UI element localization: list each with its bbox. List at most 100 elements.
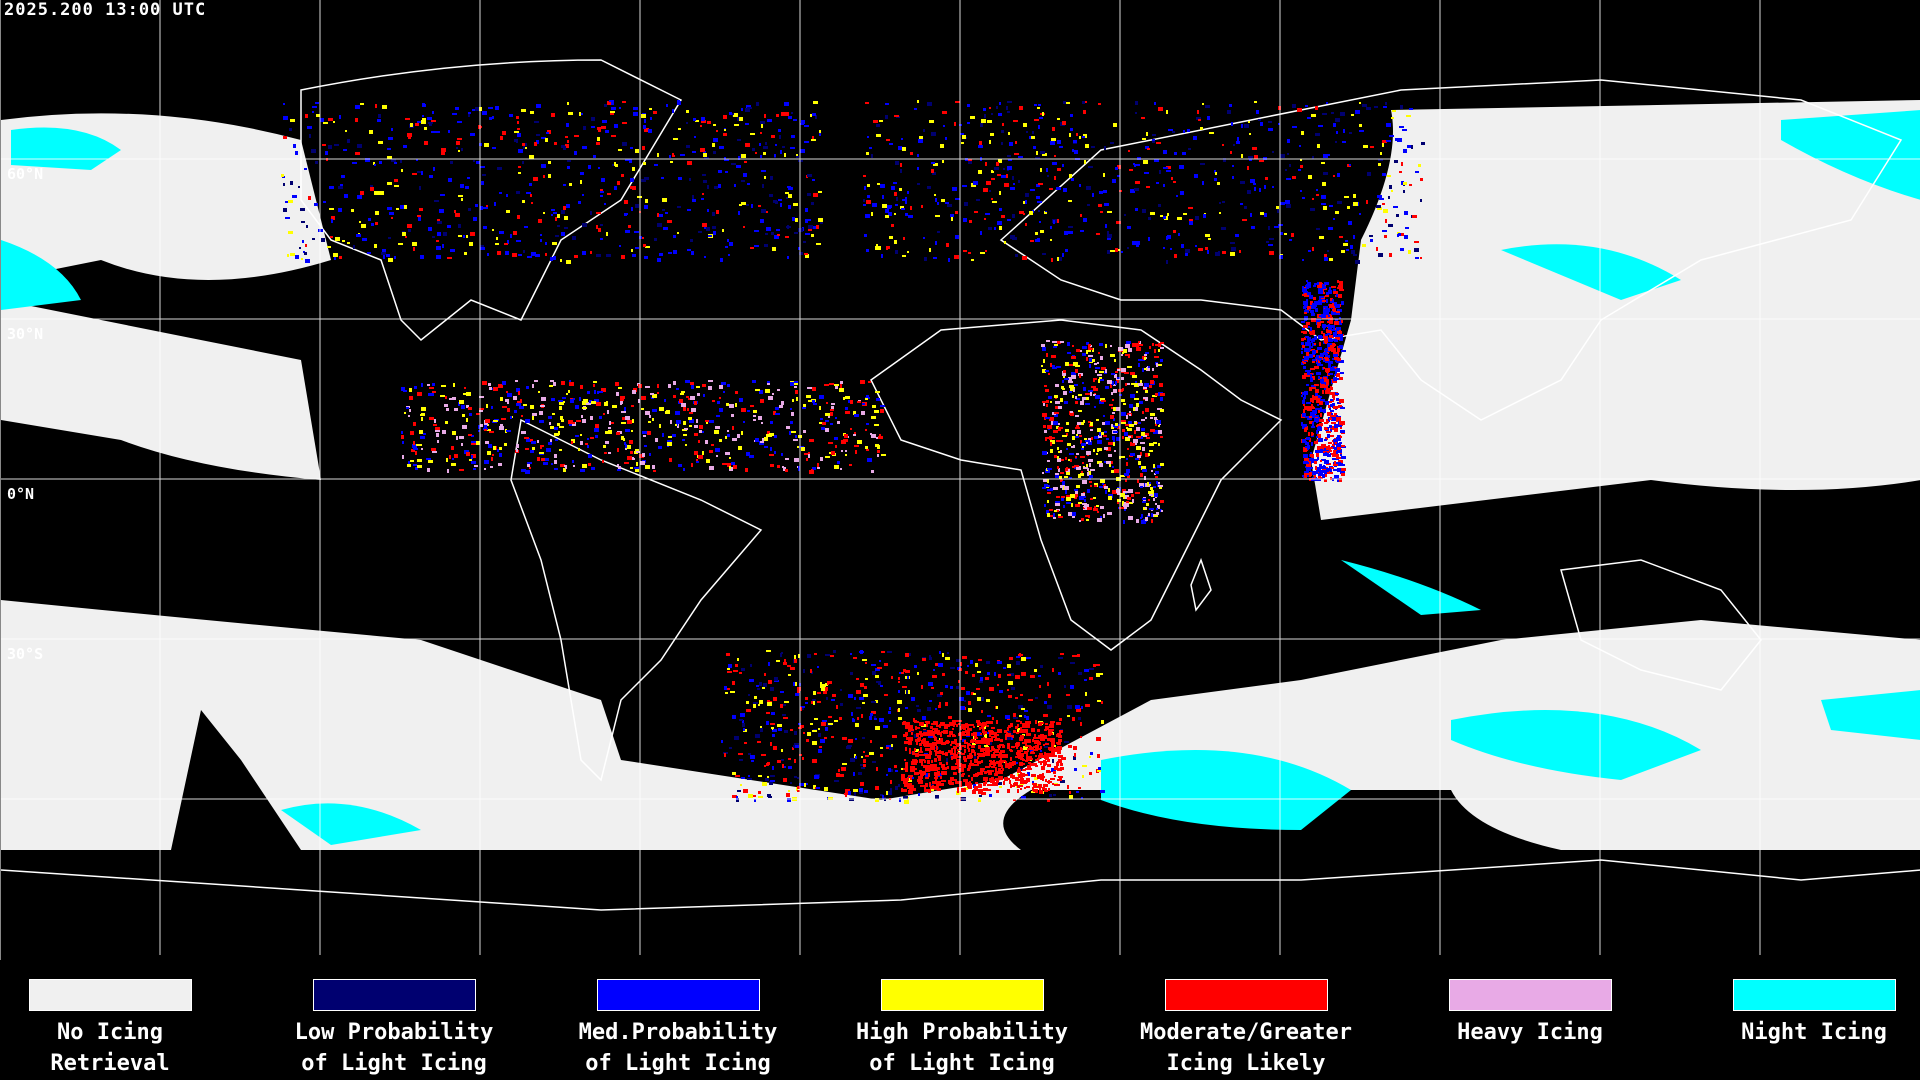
icing-pixel xyxy=(1310,368,1315,370)
icing-pixel xyxy=(872,672,876,675)
icing-pixel xyxy=(974,759,978,763)
icing-pixel xyxy=(1042,778,1044,781)
icing-pixel xyxy=(458,150,460,152)
icing-pixel xyxy=(1072,430,1075,434)
icing-pixel xyxy=(945,685,948,688)
icing-pixel xyxy=(550,257,553,261)
icing-pixel xyxy=(1232,165,1234,167)
icing-pixel xyxy=(594,390,596,394)
icing-pixel xyxy=(996,720,998,724)
icing-pixel xyxy=(604,402,608,406)
icing-pixel xyxy=(1305,105,1308,107)
icing-pixel xyxy=(1330,387,1333,390)
icing-pixel xyxy=(705,440,708,444)
icing-pixel xyxy=(281,174,284,177)
icing-pixel xyxy=(1055,501,1060,504)
icing-pixel xyxy=(499,453,502,457)
icing-pixel xyxy=(1033,737,1038,739)
icing-pixel xyxy=(1142,411,1144,414)
icing-pixel xyxy=(1115,381,1117,385)
icing-pixel xyxy=(1077,422,1081,425)
icing-pixel xyxy=(984,771,987,774)
icing-pixel xyxy=(828,723,833,725)
icing-pixel xyxy=(850,758,855,762)
icing-pixel xyxy=(1111,470,1116,473)
icing-pixel xyxy=(998,674,1001,678)
icing-pixel xyxy=(1156,363,1158,367)
icing-pixel xyxy=(811,469,813,471)
icing-pixel xyxy=(532,416,534,420)
icing-pixel xyxy=(1134,383,1139,387)
icing-pixel xyxy=(1168,129,1173,131)
icing-pixel xyxy=(1326,470,1329,472)
icing-pixel xyxy=(420,414,422,416)
icing-pixel xyxy=(391,159,396,162)
icing-pixel xyxy=(1331,413,1333,415)
icing-pixel xyxy=(774,451,776,454)
icing-pixel xyxy=(886,745,891,747)
icing-pixel xyxy=(1339,330,1341,334)
icing-pixel xyxy=(1100,379,1104,381)
icing-pixel xyxy=(1039,221,1041,223)
icing-pixel xyxy=(1040,750,1042,752)
icing-pixel xyxy=(448,130,450,133)
icing-pixel xyxy=(965,742,968,744)
legend-swatch xyxy=(28,979,192,1011)
icing-pixel xyxy=(1079,374,1081,378)
icing-pixel xyxy=(728,664,732,668)
icing-pixel xyxy=(580,113,583,115)
icing-pixel xyxy=(744,742,747,744)
icing-pixel xyxy=(632,390,636,394)
icing-pixel xyxy=(580,385,583,389)
icing-pixel xyxy=(1313,285,1316,287)
icing-pixel xyxy=(1124,432,1128,436)
icing-pixel xyxy=(731,163,736,165)
icing-pixel xyxy=(1173,181,1176,183)
icing-pixel xyxy=(1022,723,1025,725)
icing-pixel xyxy=(986,661,990,664)
icing-pixel xyxy=(852,718,854,722)
icing-pixel xyxy=(283,208,287,212)
icing-pixel xyxy=(398,243,403,245)
icing-pixel xyxy=(1344,196,1349,198)
icing-pixel xyxy=(932,748,935,750)
icing-pixel xyxy=(999,226,1002,230)
icing-pixel xyxy=(1324,254,1327,257)
icing-pixel xyxy=(413,441,415,445)
icing-pixel xyxy=(1110,142,1114,144)
icing-pixel xyxy=(989,763,991,767)
icing-pixel xyxy=(898,690,900,693)
icing-pixel xyxy=(1338,346,1342,348)
icing-pixel xyxy=(1325,390,1330,394)
icing-pixel xyxy=(488,383,491,386)
icing-pixel xyxy=(446,458,448,462)
icing-pixel xyxy=(1320,449,1323,453)
icing-pixel xyxy=(360,103,364,105)
icing-pixel xyxy=(801,120,805,124)
icing-pixel xyxy=(804,141,809,143)
icing-pixel xyxy=(1091,146,1095,148)
icing-pixel xyxy=(1015,675,1020,679)
icing-pixel xyxy=(876,767,878,771)
icing-pixel xyxy=(502,131,506,135)
icing-pixel xyxy=(1339,422,1344,425)
icing-pixel xyxy=(1079,136,1081,139)
icing-pixel xyxy=(1329,304,1334,308)
icing-pixel xyxy=(828,442,833,444)
icing-pixel xyxy=(903,669,906,672)
icing-pixel xyxy=(1325,315,1330,319)
icing-pixel xyxy=(730,691,735,693)
icing-pixel xyxy=(1076,466,1081,470)
icing-pixel xyxy=(864,790,868,793)
icing-pixel xyxy=(848,791,851,795)
icing-pixel xyxy=(1312,313,1315,316)
icing-pixel xyxy=(1145,390,1148,393)
icing-pixel xyxy=(1114,469,1119,473)
icing-pixel xyxy=(1080,736,1082,738)
icing-pixel xyxy=(855,756,857,759)
icing-pixel xyxy=(1160,215,1163,217)
icing-pixel xyxy=(1128,150,1130,152)
icing-pixel xyxy=(923,730,927,733)
icing-pixel xyxy=(1359,213,1361,215)
icing-pixel xyxy=(741,202,746,205)
